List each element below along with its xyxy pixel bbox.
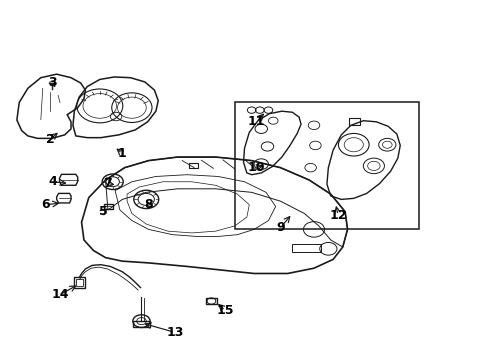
Text: 11: 11 xyxy=(247,115,264,128)
Text: 4: 4 xyxy=(48,175,57,188)
Bar xyxy=(292,243,321,252)
Text: 14: 14 xyxy=(51,288,69,301)
Text: 2: 2 xyxy=(46,133,55,146)
Text: 3: 3 xyxy=(48,76,57,90)
Text: 15: 15 xyxy=(216,304,234,317)
Text: 1: 1 xyxy=(118,147,126,160)
Text: 7: 7 xyxy=(103,177,112,190)
Text: 9: 9 xyxy=(276,221,284,234)
Text: 10: 10 xyxy=(247,161,264,174)
Text: 6: 6 xyxy=(41,198,50,211)
Bar xyxy=(234,102,419,229)
Bar xyxy=(76,279,83,286)
Text: 12: 12 xyxy=(328,209,346,222)
Bar xyxy=(104,204,112,209)
Text: 5: 5 xyxy=(99,205,107,218)
Bar xyxy=(133,321,149,328)
Bar xyxy=(189,163,198,168)
Text: 13: 13 xyxy=(166,326,183,339)
Bar xyxy=(348,118,359,125)
Bar xyxy=(206,298,216,304)
Bar xyxy=(74,277,85,288)
Text: 8: 8 xyxy=(144,198,153,211)
